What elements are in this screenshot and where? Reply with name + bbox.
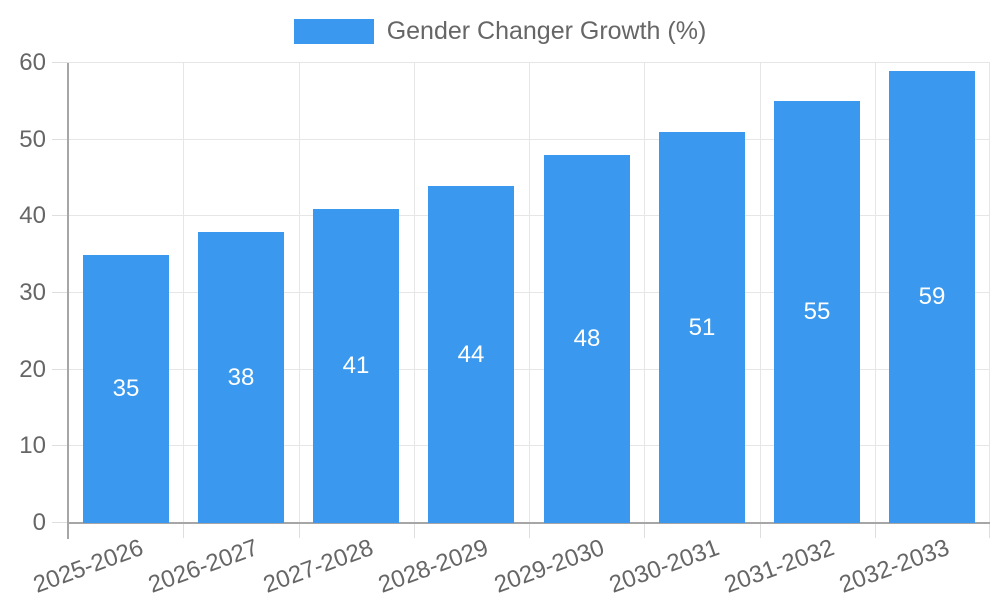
x-axis-tick <box>760 523 761 538</box>
bar: 35 <box>83 255 169 523</box>
y-tick-label: 50 <box>19 126 46 153</box>
y-axis-tick <box>52 215 68 216</box>
bar-value-label: 59 <box>918 283 946 310</box>
legend-series-label: Gender Changer Growth (%) <box>386 17 707 45</box>
bar-value-label: 38 <box>227 363 255 391</box>
bar-value-label: 55 <box>803 298 831 325</box>
y-axis-tick <box>52 139 68 140</box>
chart-legend[interactable]: Gender Changer Growth (%) <box>0 17 1000 45</box>
x-gridline <box>414 63 415 523</box>
bar: 48 <box>544 155 630 523</box>
x-axis-tick <box>529 523 530 538</box>
y-axis-tick <box>52 445 68 446</box>
y-tick-label: 30 <box>19 279 46 306</box>
x-axis-tick <box>989 523 990 538</box>
y-tick-label: 0 <box>32 509 46 536</box>
legend-color-swatch <box>293 18 374 44</box>
bar-value-label: 51 <box>688 313 716 341</box>
bar: 44 <box>428 186 514 523</box>
y-axis-tick <box>52 369 68 370</box>
x-axis-tick <box>875 523 876 538</box>
bar: 59 <box>889 71 975 523</box>
x-gridline <box>183 63 184 523</box>
y-axis-line <box>67 63 69 539</box>
y-axis-tick <box>52 292 68 293</box>
bar-value-label: 48 <box>573 325 601 352</box>
x-axis-tick <box>299 523 300 538</box>
y-tick-label: 20 <box>19 356 46 383</box>
bar-value-label: 41 <box>342 352 370 379</box>
y-tick-label: 40 <box>19 202 46 229</box>
bar-value-label: 44 <box>457 340 485 368</box>
x-gridline <box>644 63 645 523</box>
x-axis-line <box>68 522 990 524</box>
x-axis-tick <box>644 523 645 538</box>
plot-area: 0 10 20 30 40 50 60 35 38 41 44 48 51 55 59 2025-2026 20… <box>19 50 990 599</box>
y-axis-tick <box>52 62 68 63</box>
bar: 55 <box>774 101 860 523</box>
x-gridline <box>299 63 300 523</box>
bar-value-label: 35 <box>112 375 140 402</box>
x-gridline <box>529 63 530 523</box>
bar: 38 <box>198 232 284 523</box>
bar: 41 <box>313 209 399 523</box>
y-tick-label: 60 <box>19 49 46 76</box>
x-gridline <box>760 63 761 523</box>
y-axis-tick <box>52 522 68 523</box>
x-axis-tick <box>414 523 415 538</box>
bar: 51 <box>659 132 745 523</box>
x-axis-tick <box>183 523 184 538</box>
y-gridline <box>68 62 990 63</box>
x-gridline <box>989 63 990 523</box>
x-gridline <box>875 63 876 523</box>
y-tick-label: 10 <box>19 432 46 459</box>
